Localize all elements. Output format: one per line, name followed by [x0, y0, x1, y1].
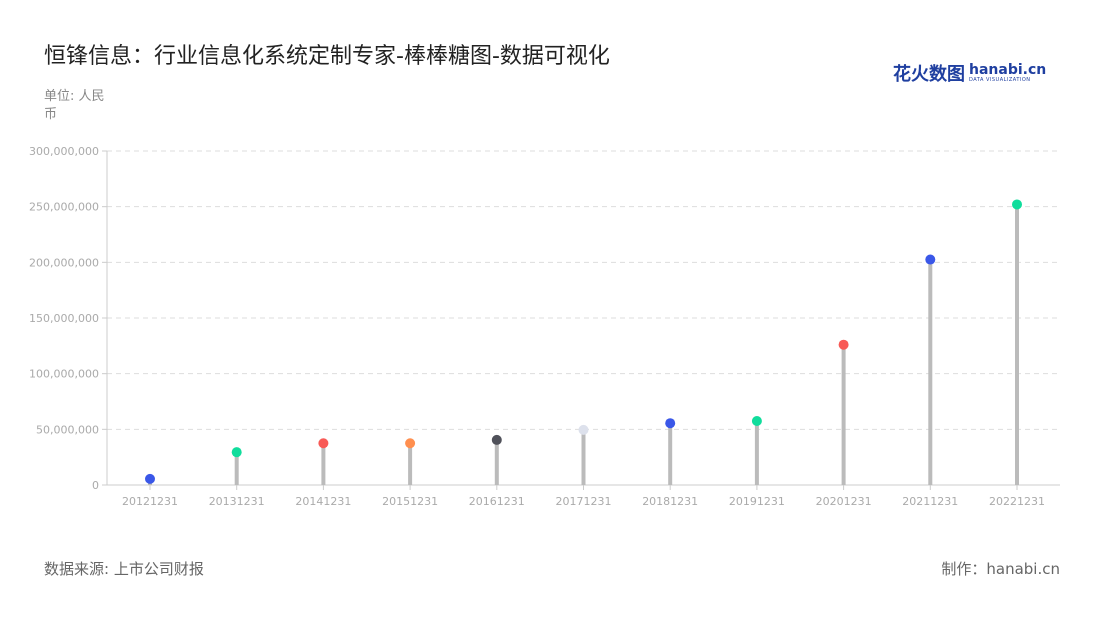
y-tick-label: 200,000,000 [29, 256, 99, 269]
y-tick-label: 100,000,000 [29, 368, 99, 381]
lollipop-head [145, 473, 155, 484]
data-source: 数据来源: 上市公司财报 [44, 560, 204, 578]
logo-cn: 花火数图 [893, 64, 965, 85]
lollipop-head [231, 447, 242, 458]
unit-label: 单位: 人民币 [44, 89, 105, 122]
x-tick-label: 20191231 [729, 495, 785, 508]
y-tick-label: 0 [92, 479, 99, 492]
x-tick-label: 20141231 [295, 495, 351, 508]
maker-credit: 制作：hanabi.cn [941, 560, 1060, 578]
y-tick-label: 50,000,000 [36, 423, 99, 436]
x-tick-label: 20171231 [556, 495, 612, 508]
lollipop-head [838, 339, 849, 350]
x-tick-label: 20151231 [382, 495, 438, 508]
x-tick-label: 20121231 [122, 495, 178, 508]
x-tick-label: 20181231 [642, 495, 698, 508]
x-tick-label: 20131231 [209, 495, 265, 508]
logo-en-block: hanabi.cn DATA VISUALIZATION [969, 61, 1047, 83]
lollipop-head [578, 424, 589, 435]
logo-sub: DATA VISUALIZATION [969, 76, 1031, 83]
x-tick-label: 20201231 [816, 495, 872, 508]
x-tick-label: 20221231 [989, 495, 1045, 508]
lollipop-head [925, 254, 936, 265]
logo-en: hanabi.cn [969, 61, 1047, 78]
y-tick-label: 300,000,000 [29, 145, 99, 158]
lollipop-head [405, 438, 416, 449]
x-tick-label: 20211231 [902, 495, 958, 508]
lollipop-head [665, 418, 676, 429]
lollipop-head [1012, 199, 1022, 210]
lollipop-head [751, 415, 762, 426]
y-tick-label: 250,000,000 [29, 201, 99, 214]
y-tick-label: 150,000,000 [29, 312, 99, 325]
lollipop-head [491, 434, 502, 445]
chart-title: 恒锋信息：行业信息化系统定制专家-棒棒糖图-数据可视化 [44, 44, 610, 69]
x-tick-label: 20161231 [469, 495, 525, 508]
logo: 花火数图 hanabi.cn DATA VISUALIZATION [893, 60, 1046, 86]
lollipop-head [318, 438, 329, 449]
